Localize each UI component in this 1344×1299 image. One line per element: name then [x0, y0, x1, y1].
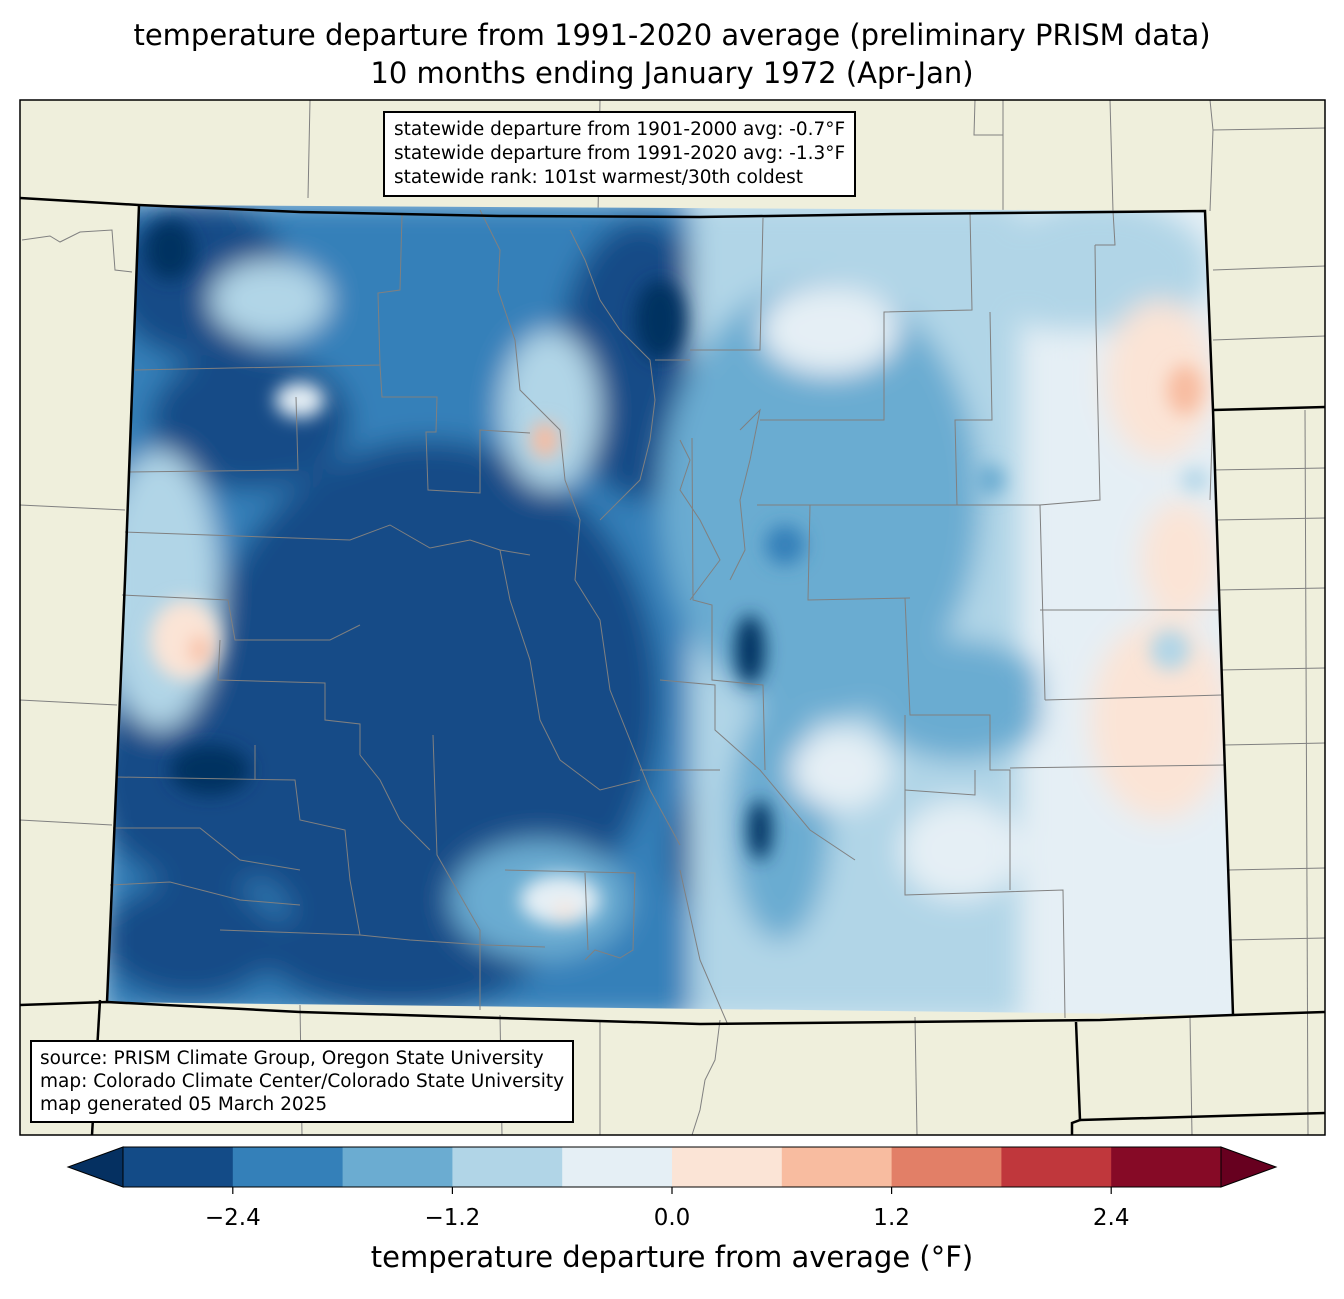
source-line-map: map: Colorado Climate Center/Colorado St… [40, 1071, 565, 1092]
statewide-stats-box: statewide departure from 1901-2000 avg: … [383, 111, 857, 197]
source-line-generated: map generated 05 March 2025 [40, 1094, 328, 1115]
map-title-line1: temperature departure from 1991-2020 ave… [133, 18, 1211, 52]
colorbar-segment [123, 1147, 234, 1187]
colorbar-segment [781, 1147, 893, 1187]
colorbar-segment [342, 1147, 453, 1187]
colorbar-tick-label: 1.2 [873, 1205, 910, 1231]
state-boundaries [20, 196, 1325, 1135]
colorbar-label: temperature departure from average (°F) [370, 1240, 974, 1274]
colorbar-tick-label: 2.4 [1092, 1205, 1130, 1231]
colorbar-segment [1001, 1147, 1112, 1187]
stats-line-rank: statewide rank: 101st warmest/30th colde… [394, 167, 804, 188]
stats-line-1991-2020: statewide departure from 1991-2020 avg: … [394, 143, 846, 164]
temperature-departure-field [107, 205, 1233, 1015]
colorbar-under-arrow [66, 1146, 124, 1188]
source-box: source: PRISM Climate Group, Oregon Stat… [30, 1040, 575, 1123]
colorbar-tick-label: −1.2 [424, 1205, 481, 1231]
colorbar-tick-label: 0.0 [653, 1205, 691, 1231]
colorbar-tick-label: −2.4 [204, 1205, 261, 1231]
colorbar-segment [891, 1147, 1002, 1187]
colorbar-segment [1111, 1147, 1222, 1187]
map-title-line2: 10 months ending January 1972 (Apr-Jan) [370, 56, 974, 90]
colorbar-segment [232, 1147, 344, 1187]
stats-line-1901-2000: statewide departure from 1901-2000 avg: … [394, 119, 846, 140]
colorbar [66, 1146, 1278, 1194]
colorbar-segment [672, 1147, 783, 1187]
colorbar-segment [562, 1147, 673, 1187]
source-line-prism: source: PRISM Climate Group, Oregon Stat… [40, 1048, 544, 1069]
colorado-county-lines [109, 209, 1227, 1026]
map-frame [19, 99, 1326, 1136]
colorbar-segment [452, 1147, 563, 1187]
colorbar-over-arrow [1220, 1146, 1278, 1188]
